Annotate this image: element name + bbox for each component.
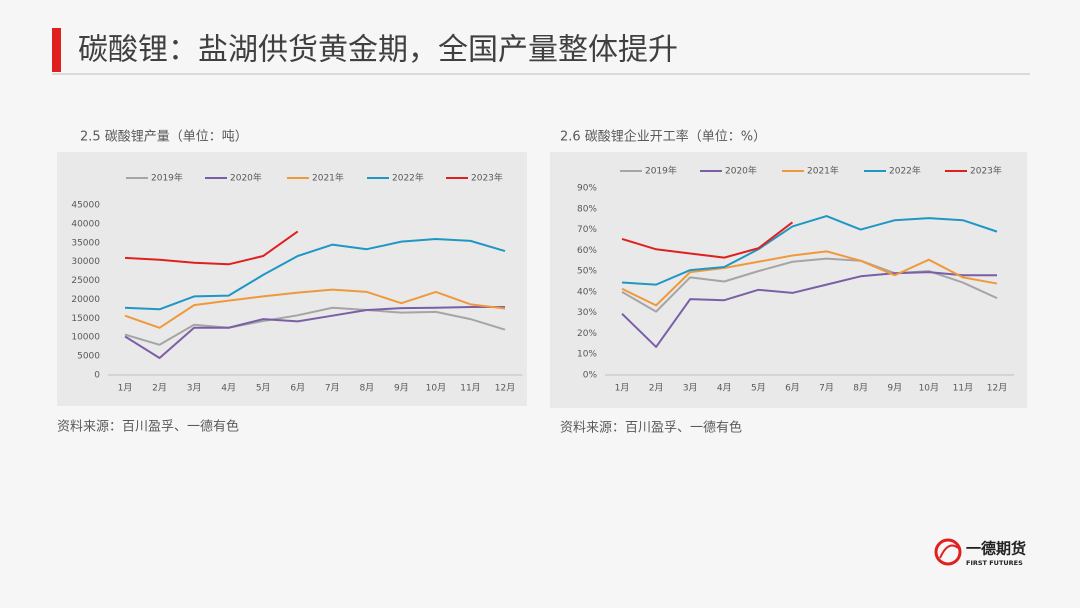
x-tick-label: 4月 <box>717 383 732 394</box>
x-tick-label: 1月 <box>615 383 630 394</box>
series-line <box>124 230 299 266</box>
x-tick-label: 4月 <box>221 383 236 394</box>
logo-name: 一德期货 <box>966 540 1026 558</box>
x-tick-label: 9月 <box>394 383 409 394</box>
chart-title: 2.6 碳酸锂企业开工率（单位：%） <box>560 129 766 145</box>
legend-label: 2020年 <box>230 172 262 184</box>
chart-source: 资料来源：百川盈孚、一德有色 <box>57 419 239 435</box>
series-line <box>621 221 794 259</box>
x-tick-label: 6月 <box>290 383 305 394</box>
y-tick-label: 45000 <box>71 201 100 211</box>
series-line <box>621 250 998 307</box>
legend-label: 2021年 <box>312 172 344 184</box>
chart-background <box>57 152 527 406</box>
x-tick-label: 7月 <box>819 383 834 394</box>
slide-title: 碳酸锂：盐湖供货黄金期，全国产量整体提升 <box>78 33 678 68</box>
logo-swoosh <box>939 544 959 559</box>
y-tick-label: 80% <box>577 204 597 214</box>
legend-label: 2022年 <box>889 165 921 177</box>
x-tick-label: 9月 <box>887 383 902 394</box>
x-tick-label: 5月 <box>256 383 271 394</box>
y-tick-label: 10% <box>577 350 597 360</box>
y-tick-label: 20000 <box>71 295 100 305</box>
chart-title: 2.5 碳酸锂产量（单位：吨） <box>80 130 248 145</box>
y-tick-label: 70% <box>577 225 597 235</box>
x-tick-label: 11月 <box>460 383 480 394</box>
y-tick-label: 0% <box>583 371 598 381</box>
legend-label: 2021年 <box>807 165 839 177</box>
x-tick-label: 12月 <box>495 383 515 394</box>
x-tick-label: 6月 <box>785 383 800 394</box>
series-line <box>621 215 998 286</box>
series-line <box>124 306 506 346</box>
y-tick-label: 60% <box>577 246 597 256</box>
y-tick-label: 10000 <box>71 333 100 343</box>
x-tick-label: 7月 <box>325 383 340 394</box>
x-tick-label: 2月 <box>152 383 167 394</box>
x-tick-label: 8月 <box>359 383 374 394</box>
y-tick-label: 20% <box>577 329 597 339</box>
y-tick-label: 25000 <box>71 276 100 286</box>
x-tick-label: 2月 <box>649 383 664 394</box>
x-tick-label: 11月 <box>953 383 973 394</box>
chart-source: 资料来源：百川盈孚、一德有色 <box>560 420 742 436</box>
y-tick-label: 40% <box>577 287 597 297</box>
x-tick-label: 8月 <box>853 383 868 394</box>
series-line <box>621 271 997 348</box>
legend-label: 2019年 <box>151 172 183 184</box>
chart: 2.5 碳酸锂产量（单位：吨） 资料来源：百川盈孚、一德有色 0 5000 10000 1… <box>57 130 527 435</box>
series-line <box>124 306 505 359</box>
title-bar <box>52 28 61 72</box>
y-tick-label: 0 <box>94 371 100 381</box>
y-tick-label: 50% <box>577 267 597 277</box>
series-line <box>124 238 506 311</box>
y-tick-label: 35000 <box>71 238 100 248</box>
x-tick-label: 5月 <box>751 383 766 394</box>
x-tick-label: 3月 <box>187 383 202 394</box>
y-tick-label: 15000 <box>71 314 100 324</box>
y-tick-label: 30000 <box>71 257 100 267</box>
logo: 一德期货 FIRST FUTURES <box>934 538 1026 567</box>
y-tick-label: 40000 <box>71 219 100 229</box>
legend-label: 2023年 <box>970 165 1002 177</box>
y-tick-label: 90% <box>577 184 597 194</box>
chart: 2.6 碳酸锂企业开工率（单位：%） 资料来源：百川盈孚、一德有色 0% 10% 20%… <box>550 129 1027 436</box>
x-tick-label: 3月 <box>683 383 698 394</box>
logo-icon <box>934 538 962 566</box>
logo-subtitle: FIRST FUTURES <box>966 559 1023 567</box>
y-tick-label: 5000 <box>77 352 100 362</box>
y-tick-label: 30% <box>577 308 597 318</box>
x-tick-label: 10月 <box>426 383 446 394</box>
legend-label: 2020年 <box>725 165 757 177</box>
legend-label: 2022年 <box>392 172 424 184</box>
series-line <box>124 288 506 329</box>
legend-label: 2023年 <box>471 172 503 184</box>
chart-background <box>550 152 1027 408</box>
x-tick-label: 12月 <box>987 383 1007 394</box>
x-tick-label: 1月 <box>118 383 133 394</box>
legend-label: 2019年 <box>645 165 677 177</box>
x-tick-label: 10月 <box>919 383 939 394</box>
